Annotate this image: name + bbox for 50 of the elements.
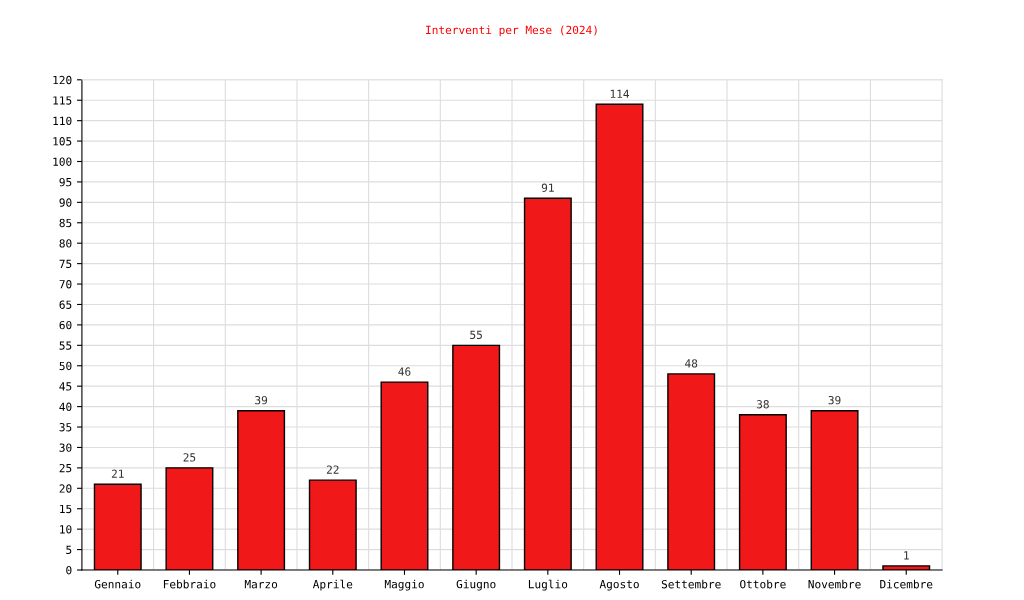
- x-tick-label: Febbraio: [163, 579, 216, 589]
- y-tick-label: 15: [60, 504, 72, 514]
- data-label: 39: [255, 395, 268, 405]
- x-tick-label: Maggio: [384, 579, 424, 591]
- y-tick-label: 50: [59, 361, 72, 371]
- y-tick-label: 0: [66, 566, 72, 575]
- y-tick-label: 115: [53, 96, 72, 105]
- data-label: 21: [111, 469, 124, 478]
- y-tick-label: 120: [53, 75, 72, 85]
- data-label: 1: [904, 551, 909, 560]
- y-tick-label: 5: [66, 545, 72, 554]
- y-tick-label: 65: [59, 300, 72, 309]
- y-tick-label: 20: [59, 484, 72, 493]
- y-tick-label: 105: [53, 137, 72, 146]
- x-tick-label: Luglio: [528, 579, 568, 591]
- x-tick-label: Agosto: [599, 580, 639, 591]
- y-tick-label: 60: [59, 320, 72, 330]
- x-tick-label: Dicembre: [880, 579, 933, 589]
- data-label: 38: [756, 400, 769, 409]
- y-tick-label: 35: [59, 423, 72, 432]
- x-tick-label: Giugno: [456, 579, 496, 591]
- data-label: 22: [326, 465, 339, 474]
- y-tick-label: 70: [59, 280, 72, 289]
- data-label: 48: [685, 359, 698, 368]
- data-label: 25: [183, 453, 196, 462]
- x-tick-label: Settembre: [661, 579, 721, 589]
- y-tick-label: 40: [59, 402, 72, 412]
- x-tick-label: Novembre: [808, 579, 861, 589]
- y-tick-label: 10: [60, 525, 72, 534]
- y-tick-label: 55: [59, 341, 72, 350]
- y-tick-label: 110: [53, 116, 72, 126]
- x-tick-label: Ottobre: [740, 579, 786, 589]
- y-tick-label: 85: [59, 218, 72, 228]
- y-tick-label: 80: [59, 239, 72, 248]
- x-tick-label: Marzo: [244, 580, 278, 589]
- data-label: 91: [541, 183, 554, 192]
- x-tick-label: Gennaio: [94, 579, 141, 589]
- y-tick-label: 25: [59, 463, 72, 473]
- data-label: 55: [470, 330, 482, 340]
- y-tick-label: 90: [59, 198, 72, 207]
- data-label: 46: [398, 367, 411, 376]
- x-tick-label: Aprile: [312, 579, 353, 591]
- data-label: 114: [610, 89, 630, 98]
- y-tick-label: 30: [59, 443, 72, 452]
- data-label: 39: [828, 395, 841, 405]
- y-tick-label: 95: [59, 177, 72, 187]
- y-tick-label: 100: [53, 157, 72, 166]
- chart-title: Interventi per Mese (2024): [426, 25, 597, 37]
- y-tick-label: 75: [59, 259, 72, 269]
- y-tick-label: 45: [59, 382, 72, 391]
